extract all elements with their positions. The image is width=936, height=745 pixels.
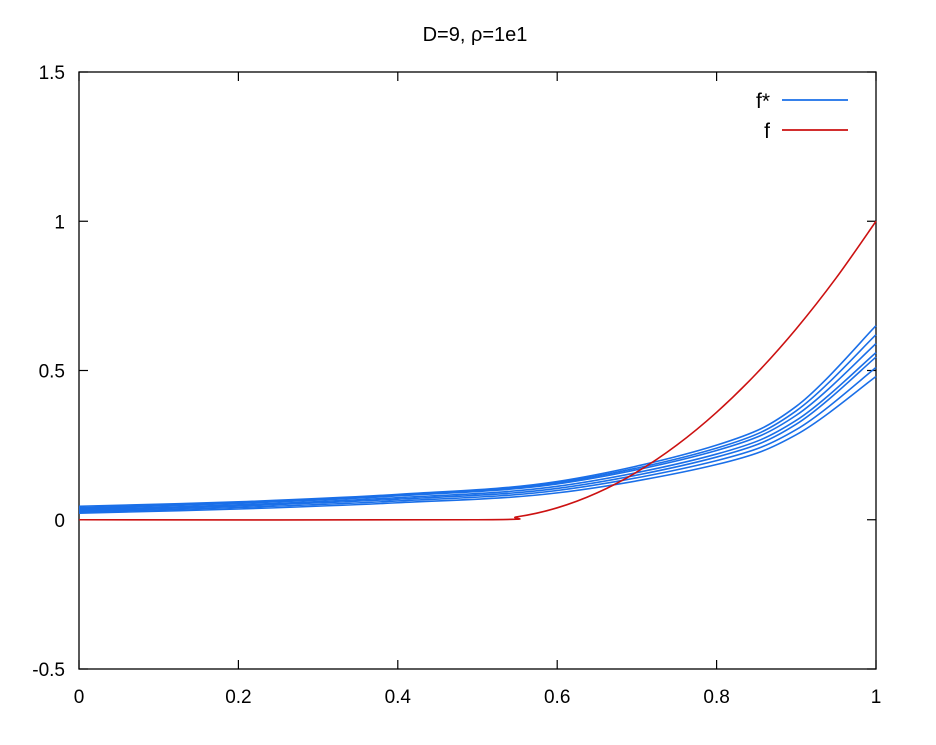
y-tick-label: 0.5 (39, 362, 65, 383)
legend-label-f-star: f* (756, 90, 770, 113)
x-tick-label: 0.6 (544, 687, 570, 708)
series-lines (78, 220, 877, 521)
plot-frame (78, 71, 877, 670)
f-curve (78, 220, 877, 521)
f-star-curve-1 (78, 325, 877, 508)
f-star-curve-3 (78, 343, 877, 510)
f-star-curve-7 (78, 375, 877, 514)
axis-ticks: 0 0.2 0.4 0.6 0.8 1 -0.5 0 0.5 1 1.5 (32, 63, 881, 708)
x-tick-label: 1 (871, 687, 882, 708)
y-tick-label: 1.5 (39, 63, 65, 84)
f-star-curve-4 (78, 351, 877, 511)
f-star-curve-5 (78, 356, 877, 512)
legend: f* f (756, 90, 848, 143)
f-star-curve-6 (78, 366, 877, 513)
y-tick-label: 1 (54, 212, 65, 233)
x-tick-label: 0.4 (385, 687, 412, 708)
x-tick-label: 0 (74, 687, 85, 708)
f-star-curve-2 (78, 334, 877, 509)
x-tick-label: 0.2 (225, 687, 251, 708)
legend-label-f: f (764, 120, 770, 143)
y-tick-label: -0.5 (32, 660, 65, 681)
chart-title: D=9, ρ=1e1 (423, 24, 528, 46)
x-tick-label: 0.8 (703, 687, 729, 708)
y-tick-label: 0 (54, 511, 65, 532)
